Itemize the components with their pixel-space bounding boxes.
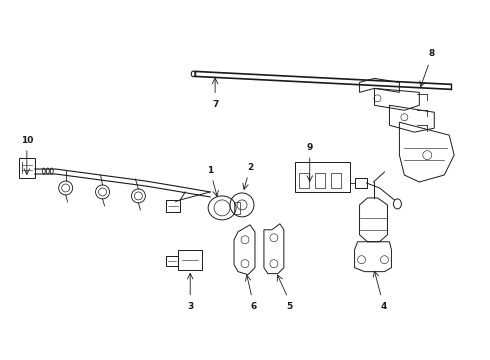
Text: 3: 3	[187, 302, 194, 311]
Bar	[19, 158, 35, 178]
Bar	[178, 250, 202, 270]
Bar	[355, 178, 367, 188]
Bar	[166, 256, 178, 266]
Bar	[234, 202, 240, 214]
Text: 2: 2	[247, 163, 253, 172]
Text: 9: 9	[307, 143, 313, 152]
Text: 1: 1	[207, 166, 213, 175]
Ellipse shape	[191, 71, 195, 77]
Bar	[295, 162, 349, 192]
Bar	[315, 173, 325, 188]
Bar	[299, 173, 309, 188]
Text: 7: 7	[212, 100, 219, 109]
Text: 5: 5	[287, 302, 293, 311]
Bar	[166, 200, 180, 212]
Text: 10: 10	[21, 136, 33, 145]
Bar	[331, 173, 341, 188]
Text: 8: 8	[428, 49, 435, 58]
Text: 4: 4	[380, 302, 387, 311]
Text: 6: 6	[251, 302, 257, 311]
